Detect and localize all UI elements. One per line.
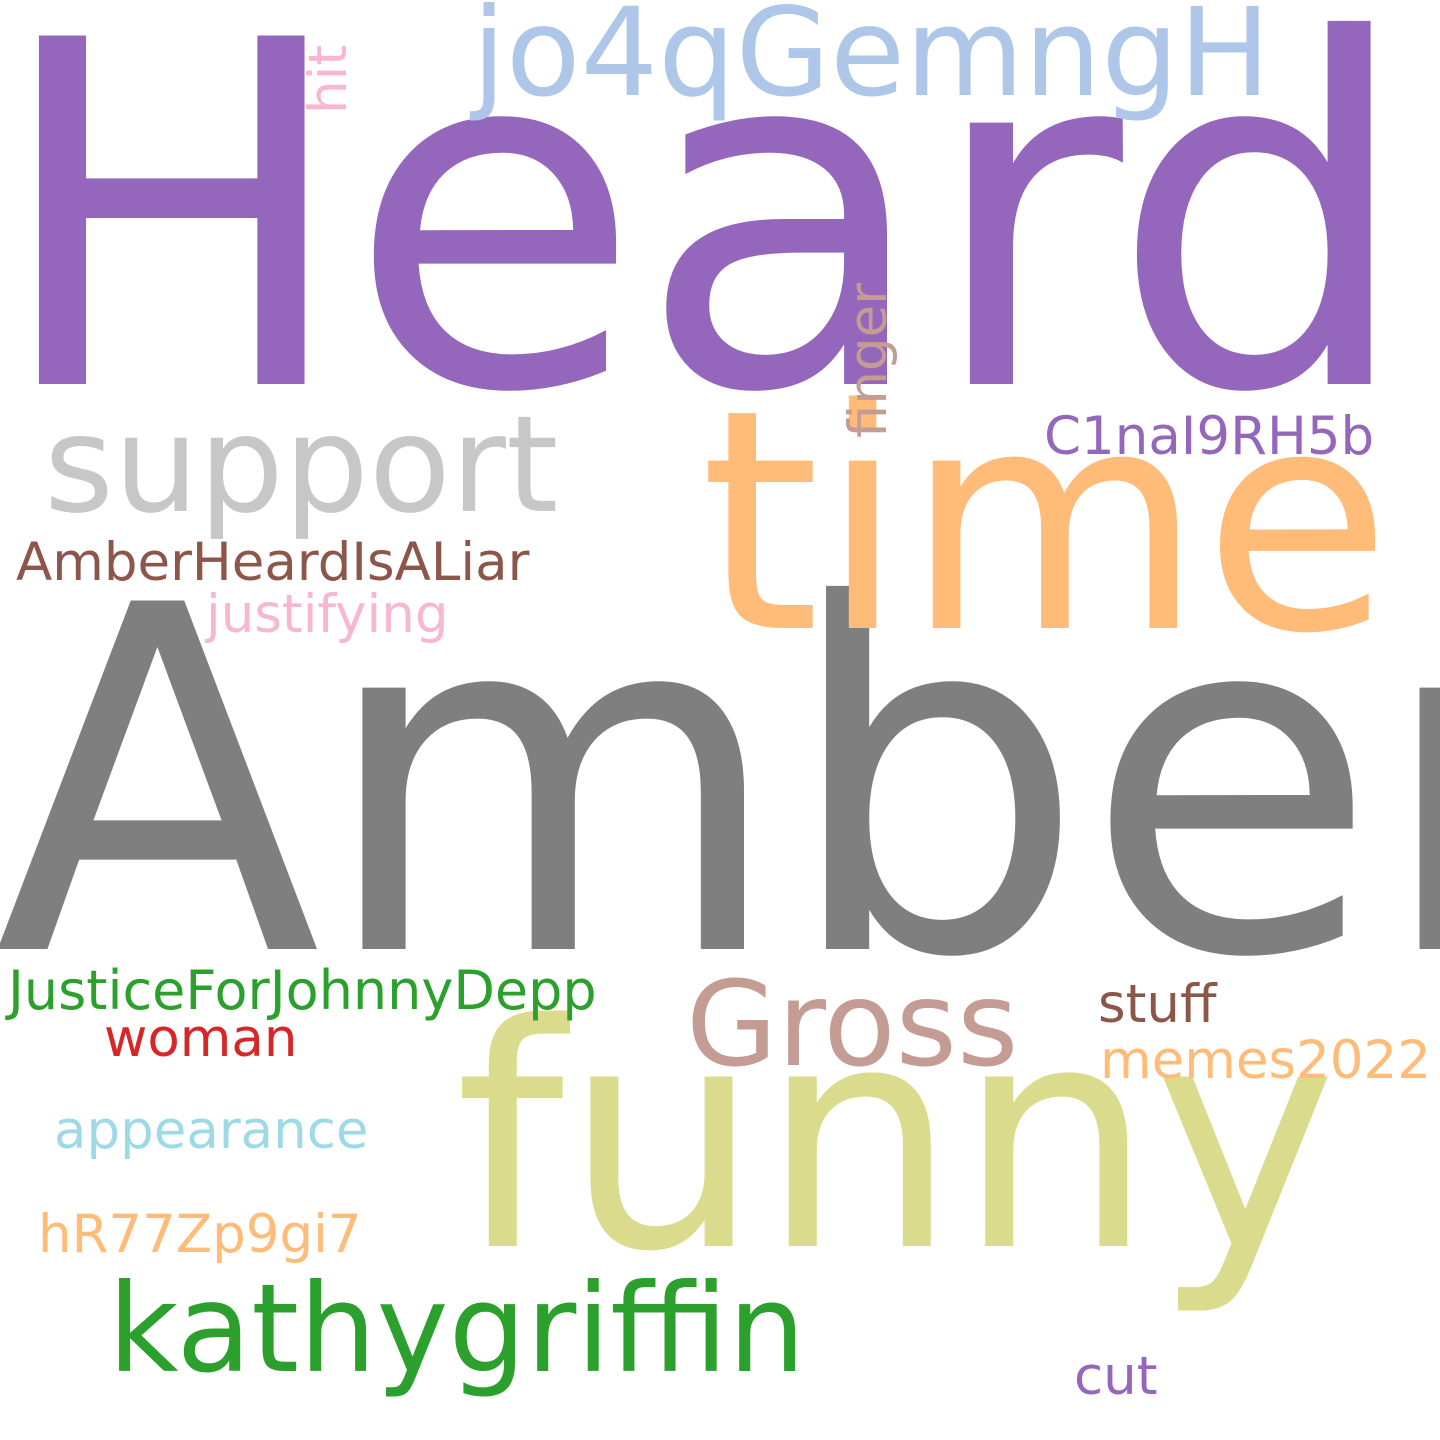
- word-appearance: appearance: [54, 1100, 369, 1161]
- word-amber: Amber: [0, 505, 1440, 1062]
- word-gross: Gross: [686, 955, 1019, 1093]
- word-cut: cut: [1074, 1346, 1158, 1407]
- word-stuff: stuff: [1098, 974, 1217, 1035]
- word-jo4qgemngh: jo4qGemngH: [472, 0, 1271, 124]
- word-amberheardisaliar: AmberHeardIsALiar: [16, 532, 530, 593]
- word-justifying: justifying: [206, 584, 449, 645]
- word-finger: finger: [838, 282, 899, 438]
- word-c1nai9rh5b: C1naI9RH5b: [1044, 406, 1375, 467]
- word-support: support: [44, 387, 559, 543]
- word-justiceforjohnnydepp: JusticeForJohnnyDepp: [8, 959, 597, 1022]
- word-funny: funny: [455, 959, 1338, 1320]
- word-woman: woman: [104, 1008, 298, 1069]
- word-hit: hit: [298, 44, 359, 114]
- word-memes2022: memes2022: [1100, 1030, 1431, 1091]
- word-kathygriffin: kathygriffin: [108, 1258, 806, 1400]
- word-time: time: [700, 345, 1392, 701]
- word-heard: Heard: [0, 0, 1414, 497]
- word-hr77zp9gi7: hR77Zp9gi7: [38, 1204, 362, 1265]
